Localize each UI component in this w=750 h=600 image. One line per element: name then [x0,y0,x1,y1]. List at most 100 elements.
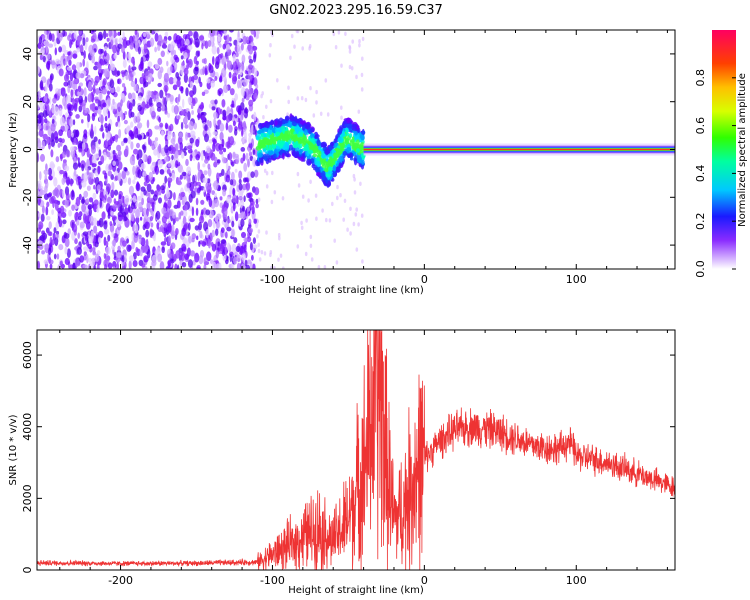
spectrogram-cell [112,44,117,54]
spectrogram-signal-cell [359,142,365,150]
spectrogram-cell [154,30,160,33]
spectrogram-signal-cell [295,127,299,135]
spectrogram-cell [142,170,147,177]
spectrogram-cell [78,30,82,35]
spectrogram-y-tick-label: 20 [21,95,34,109]
spectrogram-cell [207,178,211,184]
spectrogram-cell [93,265,96,269]
spectrogram-cell [230,159,233,166]
spectrogram-cell [97,165,101,175]
spectrogram-cell [136,115,140,123]
spectrogram-cell [217,241,220,247]
spectrogram-cell [241,231,246,239]
spectrogram-cell [157,44,161,52]
spectrogram-cell [88,207,93,217]
spectrogram-cell [161,246,165,253]
spectrogram-signal-cell [349,157,354,161]
spectrogram-cell [75,129,79,138]
spectrogram-cell [45,206,49,216]
spectrogram-cell [98,230,104,239]
spectrogram-cell [205,182,211,190]
spectrogram-cell [78,211,83,217]
spectrogram-signal-cell [314,135,318,139]
spectrogram-cell [260,250,264,255]
spectrogram-cell [41,205,45,214]
spectrogram-cell [41,42,44,48]
spectrogram-cell [243,162,248,172]
spectrogram-cell [247,147,251,153]
spectrogram-cell [125,71,129,81]
spectrogram-cell [197,112,201,121]
spectrogram-cell [110,57,113,67]
spectrogram-cell [248,227,254,234]
spectrogram-cell [209,72,214,77]
spectrogram-cell [360,72,364,78]
spectrogram-cell [185,158,189,167]
spectrogram-cell [213,161,218,168]
spectrogram-signal-cell [324,148,331,155]
spectrogram-cell [253,78,258,86]
spectrogram-cell [168,146,172,152]
spectrogram-cell [173,105,179,115]
spectrogram-signal-cell [279,121,283,126]
spectrogram-cell [248,197,254,202]
spectrogram-signal-cell [323,161,328,166]
spectrogram-cell [145,229,150,238]
spectrogram-cell [201,91,206,97]
spectrogram-cell [248,151,253,157]
spectrogram-cell [142,32,147,38]
spectrogram-cell [201,114,206,121]
colorbar-tick-label: 0.0 [694,260,707,278]
spectrogram-cell [167,177,173,184]
spectrogram-cell [199,230,203,239]
spectrogram-x-tick-label: 100 [566,273,587,286]
spectrogram-cell [56,253,60,260]
spectrogram-signal-cell [310,137,315,144]
spectrogram-cell [239,68,243,76]
spectrogram-cell [133,84,139,92]
spectrogram-cell [93,199,99,206]
spectrogram-cell [159,169,165,175]
spectrogram-cell [48,231,53,237]
spectrogram-cell [166,186,169,195]
spectrogram-cell [53,131,59,141]
spectrogram-signal-cell [319,172,323,177]
spectrogram-cell [192,151,196,157]
spectrogram-cell [317,265,321,269]
spectrogram-cell [219,131,224,141]
spectrogram-signal-cell [282,119,286,125]
spectrogram-cell [64,237,70,248]
spectrogram-cell [113,170,118,176]
spectrogram-cell [137,169,142,179]
spectrogram-signal-cell [303,146,310,152]
spectrogram-cell [153,90,157,96]
snr-x-tick-label: -100 [260,574,285,587]
spectrogram-cell [212,138,217,144]
spectrogram-cell [346,227,349,232]
spectrogram-cell [357,222,360,227]
spectrogram-cell [103,220,108,230]
spectrogram-cell [202,177,208,184]
spectrogram-cell [67,228,71,236]
spectrogram-cell [256,34,260,39]
spectrogram-cell [289,55,292,60]
spectrogram-cell [101,211,106,220]
spectrogram-cell [137,104,142,112]
spectrogram-cell [38,128,44,138]
spectrogram-cell [98,217,104,228]
spectrogram-cell [170,242,176,250]
spectrogram-cell [331,201,334,207]
colorbar-ticks: 0.0 0.2 0.4 0.6 0.8 [694,69,736,278]
spectrogram-signal-cell [295,140,299,146]
spectrogram-cell [54,47,57,56]
spectrogram-cell [258,257,262,262]
spectrogram-cell [68,209,72,217]
spectrogram-cell [232,152,236,158]
spectrogram-cell [255,198,259,204]
spectrogram-cell [114,175,119,181]
spectrogram-cell [199,186,205,191]
spectrogram-cell [204,40,209,49]
spectrogram-x-ticks: -200 -100 0 100 [59,30,668,286]
spectrogram-cell [250,171,255,179]
spectrogram-cell [53,106,60,116]
